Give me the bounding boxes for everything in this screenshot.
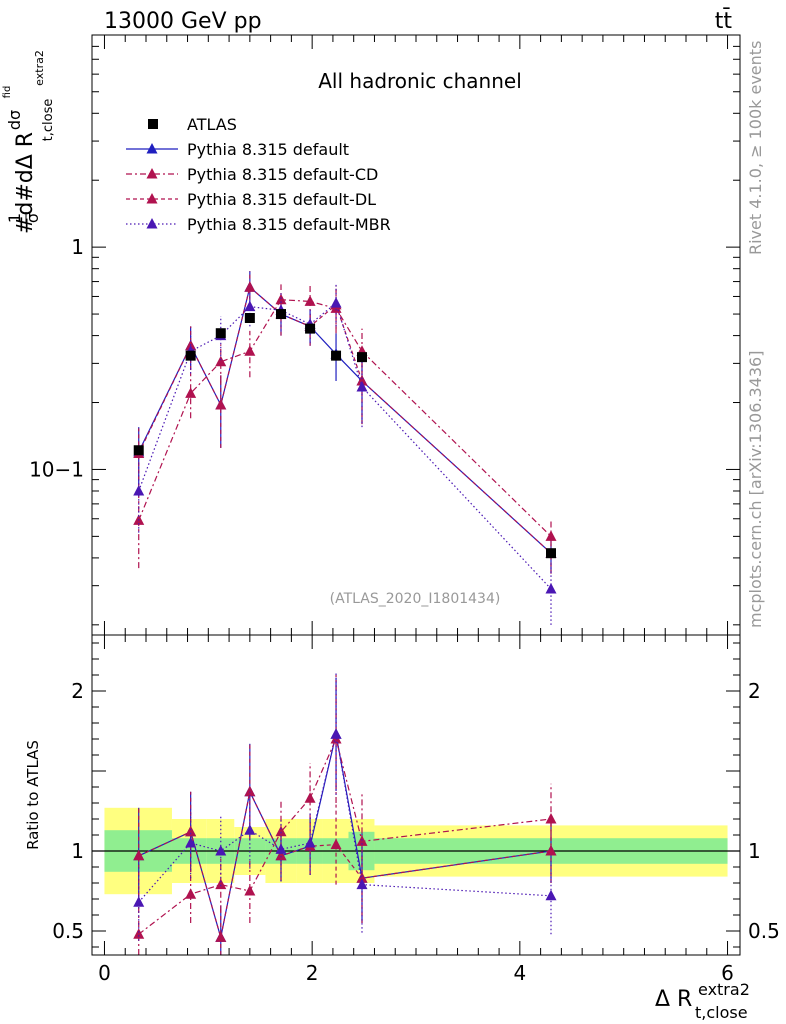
- mcplots-reference-label: mcplots.cern.ch [arXiv:1306.3436]: [746, 351, 765, 628]
- ylabel-frac-num: 1: [5, 213, 24, 223]
- main-point-dl-7: [356, 374, 368, 386]
- atlas-point-2: [215, 328, 226, 339]
- ratio-y-axis-label: Ratio to ATLAS: [24, 740, 42, 850]
- ratio-point-dl-4: [275, 849, 287, 861]
- ratio-plot-panel: 0 2 4 6 0.5 0.5 1 1 2 2: [52, 634, 780, 985]
- legend-marker-mbr: [146, 218, 158, 229]
- xtick-label-0: 0: [98, 961, 111, 985]
- ratio-point-cd-8: [545, 813, 557, 824]
- main-point-mbr-6: [330, 297, 342, 308]
- main-point-cd-8: [545, 530, 557, 541]
- main-line-dl: [138, 286, 552, 554]
- legend-label-dl: Pythia 8.315 default-DL: [187, 190, 376, 209]
- ratio-point-mbr-2: [215, 845, 227, 856]
- ylabel-dsig: dσ: [5, 110, 24, 130]
- atlas-point-5: [305, 323, 316, 334]
- ratio-ytick-label-left-2: 2: [71, 679, 84, 703]
- rivet-version-label: Rivet 4.1.0, ≥ 100k events: [746, 41, 765, 255]
- ratio-frame: [91, 634, 741, 956]
- ratio-ytick-label-right-1: 1: [748, 839, 761, 863]
- main-point-cd-5: [304, 295, 316, 306]
- ylabel-sup: extra2: [33, 50, 46, 86]
- main-point-cd-2: [215, 355, 227, 367]
- legend: ATLAS Pythia 8.315 default Pythia 8.315 de…: [126, 115, 391, 234]
- ratio-point-cd-2: [215, 878, 227, 890]
- ratio-ytick-label-left-1: 1: [71, 839, 84, 863]
- atlas-point-8: [546, 548, 556, 559]
- atlas-point-7: [357, 352, 367, 363]
- ratio-point-cd-1: [185, 888, 197, 899]
- main-point-cd-3: [244, 345, 256, 356]
- header-energy-label: 13000 GeV pp: [104, 9, 262, 34]
- main-point-dl-3: [244, 281, 256, 292]
- atlas-point-0: [133, 445, 144, 456]
- ylabel-dsig-sup: fid: [2, 86, 13, 99]
- ratio-line-cd: [138, 737, 552, 935]
- ratio-point-dl-6: [330, 838, 342, 850]
- atlas-point-1: [185, 350, 196, 361]
- xtick-label-1: 2: [306, 961, 319, 985]
- atlas-point-6: [331, 350, 342, 361]
- ratio-point-mbr-0: [133, 896, 145, 907]
- main-point-mbr-7: [356, 380, 368, 392]
- main-point-mbr-0: [133, 484, 145, 496]
- ratio-line-mbr: [138, 734, 552, 903]
- main-y-axis-label: t,close extra2 #d#dΔ R 1 σ dσ fid: [2, 50, 56, 234]
- xtick-label-2: 4: [513, 961, 526, 985]
- ratio-point-dl-2: [215, 931, 227, 942]
- legend-marker-atlas: [148, 119, 158, 129]
- ratio-point-dl-7: [356, 872, 368, 883]
- main-plot-title: All hadronic channel: [318, 69, 522, 93]
- ratio-point-dl-8: [545, 845, 557, 856]
- ratio-point-mbr-7: [356, 878, 368, 890]
- ratio-point-mbr-4: [275, 843, 287, 854]
- main-ytick-label-1: 1: [71, 235, 84, 259]
- legend-label-default: Pythia 8.315 default: [187, 140, 349, 159]
- ratio-point-cd-3: [244, 885, 256, 896]
- main-line-cd: [138, 299, 552, 537]
- ratio-point-mbr-6: [330, 728, 342, 739]
- ratio-point-mbr-5: [304, 837, 316, 848]
- main-plot-content: 10−1 1: [29, 34, 741, 636]
- main-point-cd-1: [185, 387, 197, 398]
- main-plot-panel: All hadronic channel (ATLAS_2020_I180143…: [29, 34, 741, 636]
- header-process-label: tt̄: [715, 8, 733, 34]
- xtick-label-3: 6: [721, 961, 734, 985]
- main-point-mbr-8: [545, 582, 557, 594]
- atlas-point-4: [276, 309, 286, 320]
- main-point-dl-2: [215, 398, 227, 410]
- ratio-point-cd-7: [356, 835, 368, 846]
- main-point-mbr-3: [244, 300, 256, 312]
- ratio-point-dl-3: [244, 785, 256, 797]
- ratio-point-dl-0: [133, 849, 145, 861]
- main-line-default: [138, 286, 552, 554]
- ylabel-sub: t,close: [41, 99, 56, 142]
- ylabel-frac-den: σ: [23, 213, 42, 223]
- ratio-point-mbr-3: [244, 824, 256, 835]
- legend-marker-default: [146, 143, 158, 154]
- ratio-plot-content: 0 2 4 6 0.5 0.5 1 1 2 2: [52, 634, 780, 985]
- legend-marker-dl: [146, 193, 158, 204]
- main-line-mbr: [138, 302, 552, 590]
- ratio-point-dl-1: [185, 825, 197, 837]
- ratio-ytick-label-right-0: 0.5: [748, 919, 780, 943]
- xlabel-sub: t,close: [695, 1003, 748, 1022]
- ratio-point-mbr-8: [545, 889, 557, 901]
- analysis-name-label: (ATLAS_2020_I1801434): [330, 591, 501, 607]
- ratio-point-mbr-1: [185, 837, 197, 848]
- x-axis-label: Δ R extra2 t,close: [655, 980, 750, 1022]
- xlabel-main: Δ R: [655, 987, 692, 1012]
- legend-label-cd: Pythia 8.315 default-CD: [187, 165, 378, 184]
- xlabel-sup: extra2: [698, 980, 750, 999]
- ratio-point-cd-0: [133, 928, 145, 939]
- legend-label-mbr: Pythia 8.315 default-MBR: [187, 215, 391, 234]
- atlas-point-3: [244, 312, 255, 323]
- ratio-point-cd-5: [304, 792, 316, 803]
- main-ytick-label-0: 10−1: [29, 457, 84, 481]
- legend-label-atlas: ATLAS: [187, 115, 237, 134]
- legend-marker-cd: [146, 168, 158, 179]
- ratio-ytick-label-right-2: 2: [748, 679, 761, 703]
- ratio-ytick-label-left-0: 0.5: [52, 919, 84, 943]
